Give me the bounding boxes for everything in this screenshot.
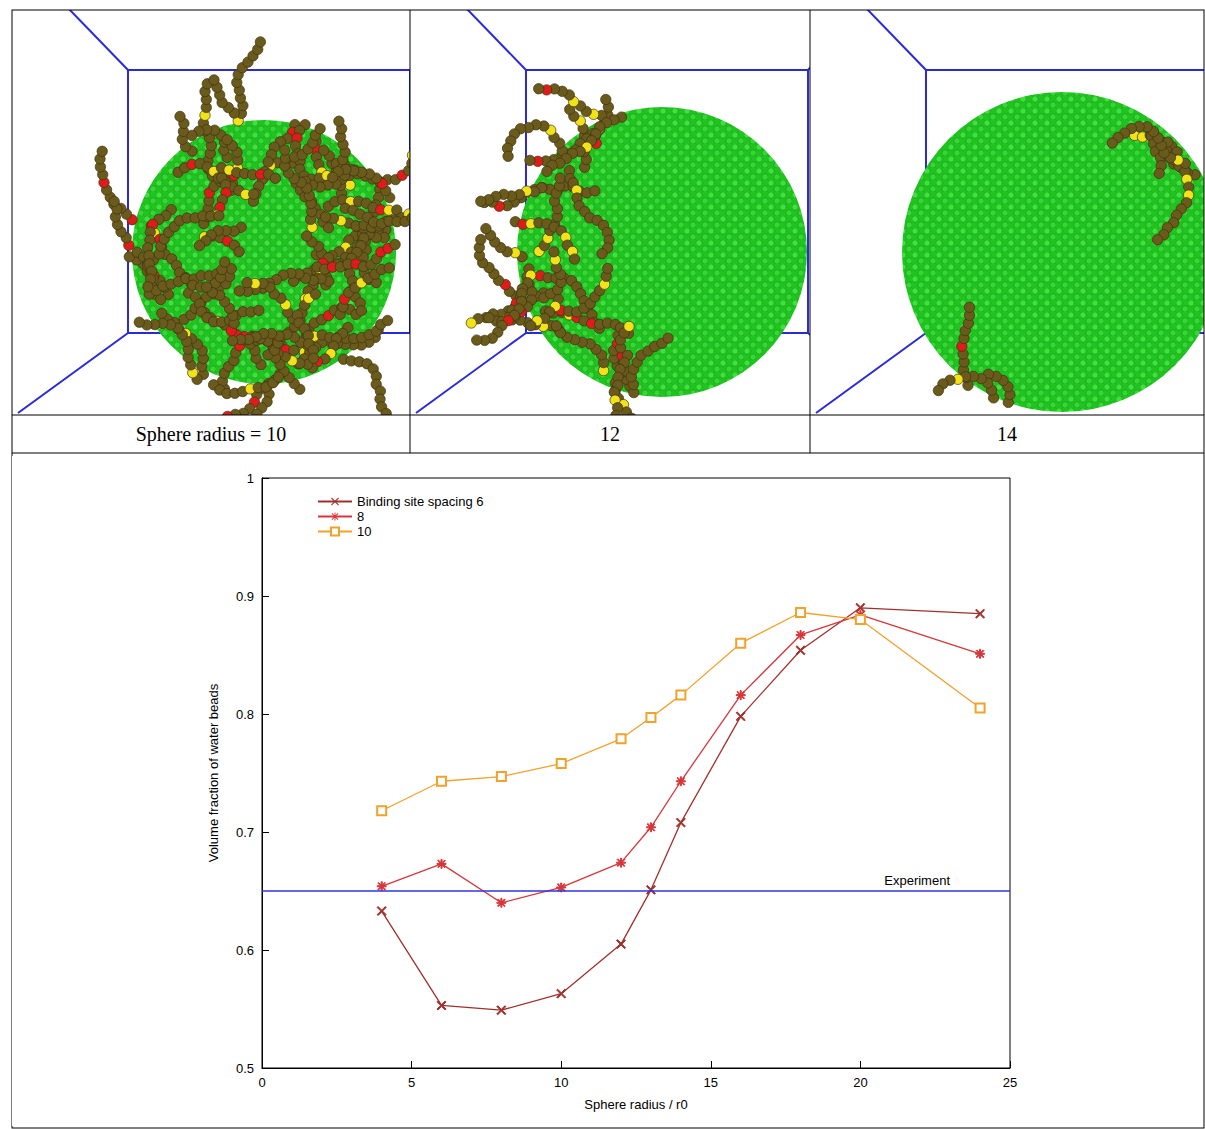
svg-text:25: 25	[1003, 1075, 1017, 1090]
svg-text:12: 12	[600, 423, 620, 445]
svg-text:15: 15	[704, 1075, 718, 1090]
svg-text:8: 8	[357, 509, 364, 524]
svg-text:0.9: 0.9	[236, 589, 254, 604]
svg-text:0: 0	[258, 1075, 265, 1090]
svg-text:5: 5	[408, 1075, 415, 1090]
svg-text:Sphere radius = 10: Sphere radius = 10	[136, 423, 287, 446]
svg-text:0.6: 0.6	[236, 943, 254, 958]
svg-text:Sphere radius / r0: Sphere radius / r0	[584, 1097, 687, 1112]
svg-text:0.7: 0.7	[236, 825, 254, 840]
svg-text:Binding site spacing 6: Binding site spacing 6	[357, 494, 483, 509]
svg-text:20: 20	[853, 1075, 867, 1090]
svg-text:Volume fraction of water beads: Volume fraction of water beads	[206, 683, 221, 862]
svg-text:Experiment: Experiment	[884, 873, 950, 888]
svg-text:1: 1	[247, 471, 254, 486]
svg-text:10: 10	[357, 524, 371, 539]
svg-text:0.8: 0.8	[236, 707, 254, 722]
svg-text:0.5: 0.5	[236, 1061, 254, 1076]
svg-text:14: 14	[997, 423, 1017, 445]
svg-text:10: 10	[554, 1075, 568, 1090]
